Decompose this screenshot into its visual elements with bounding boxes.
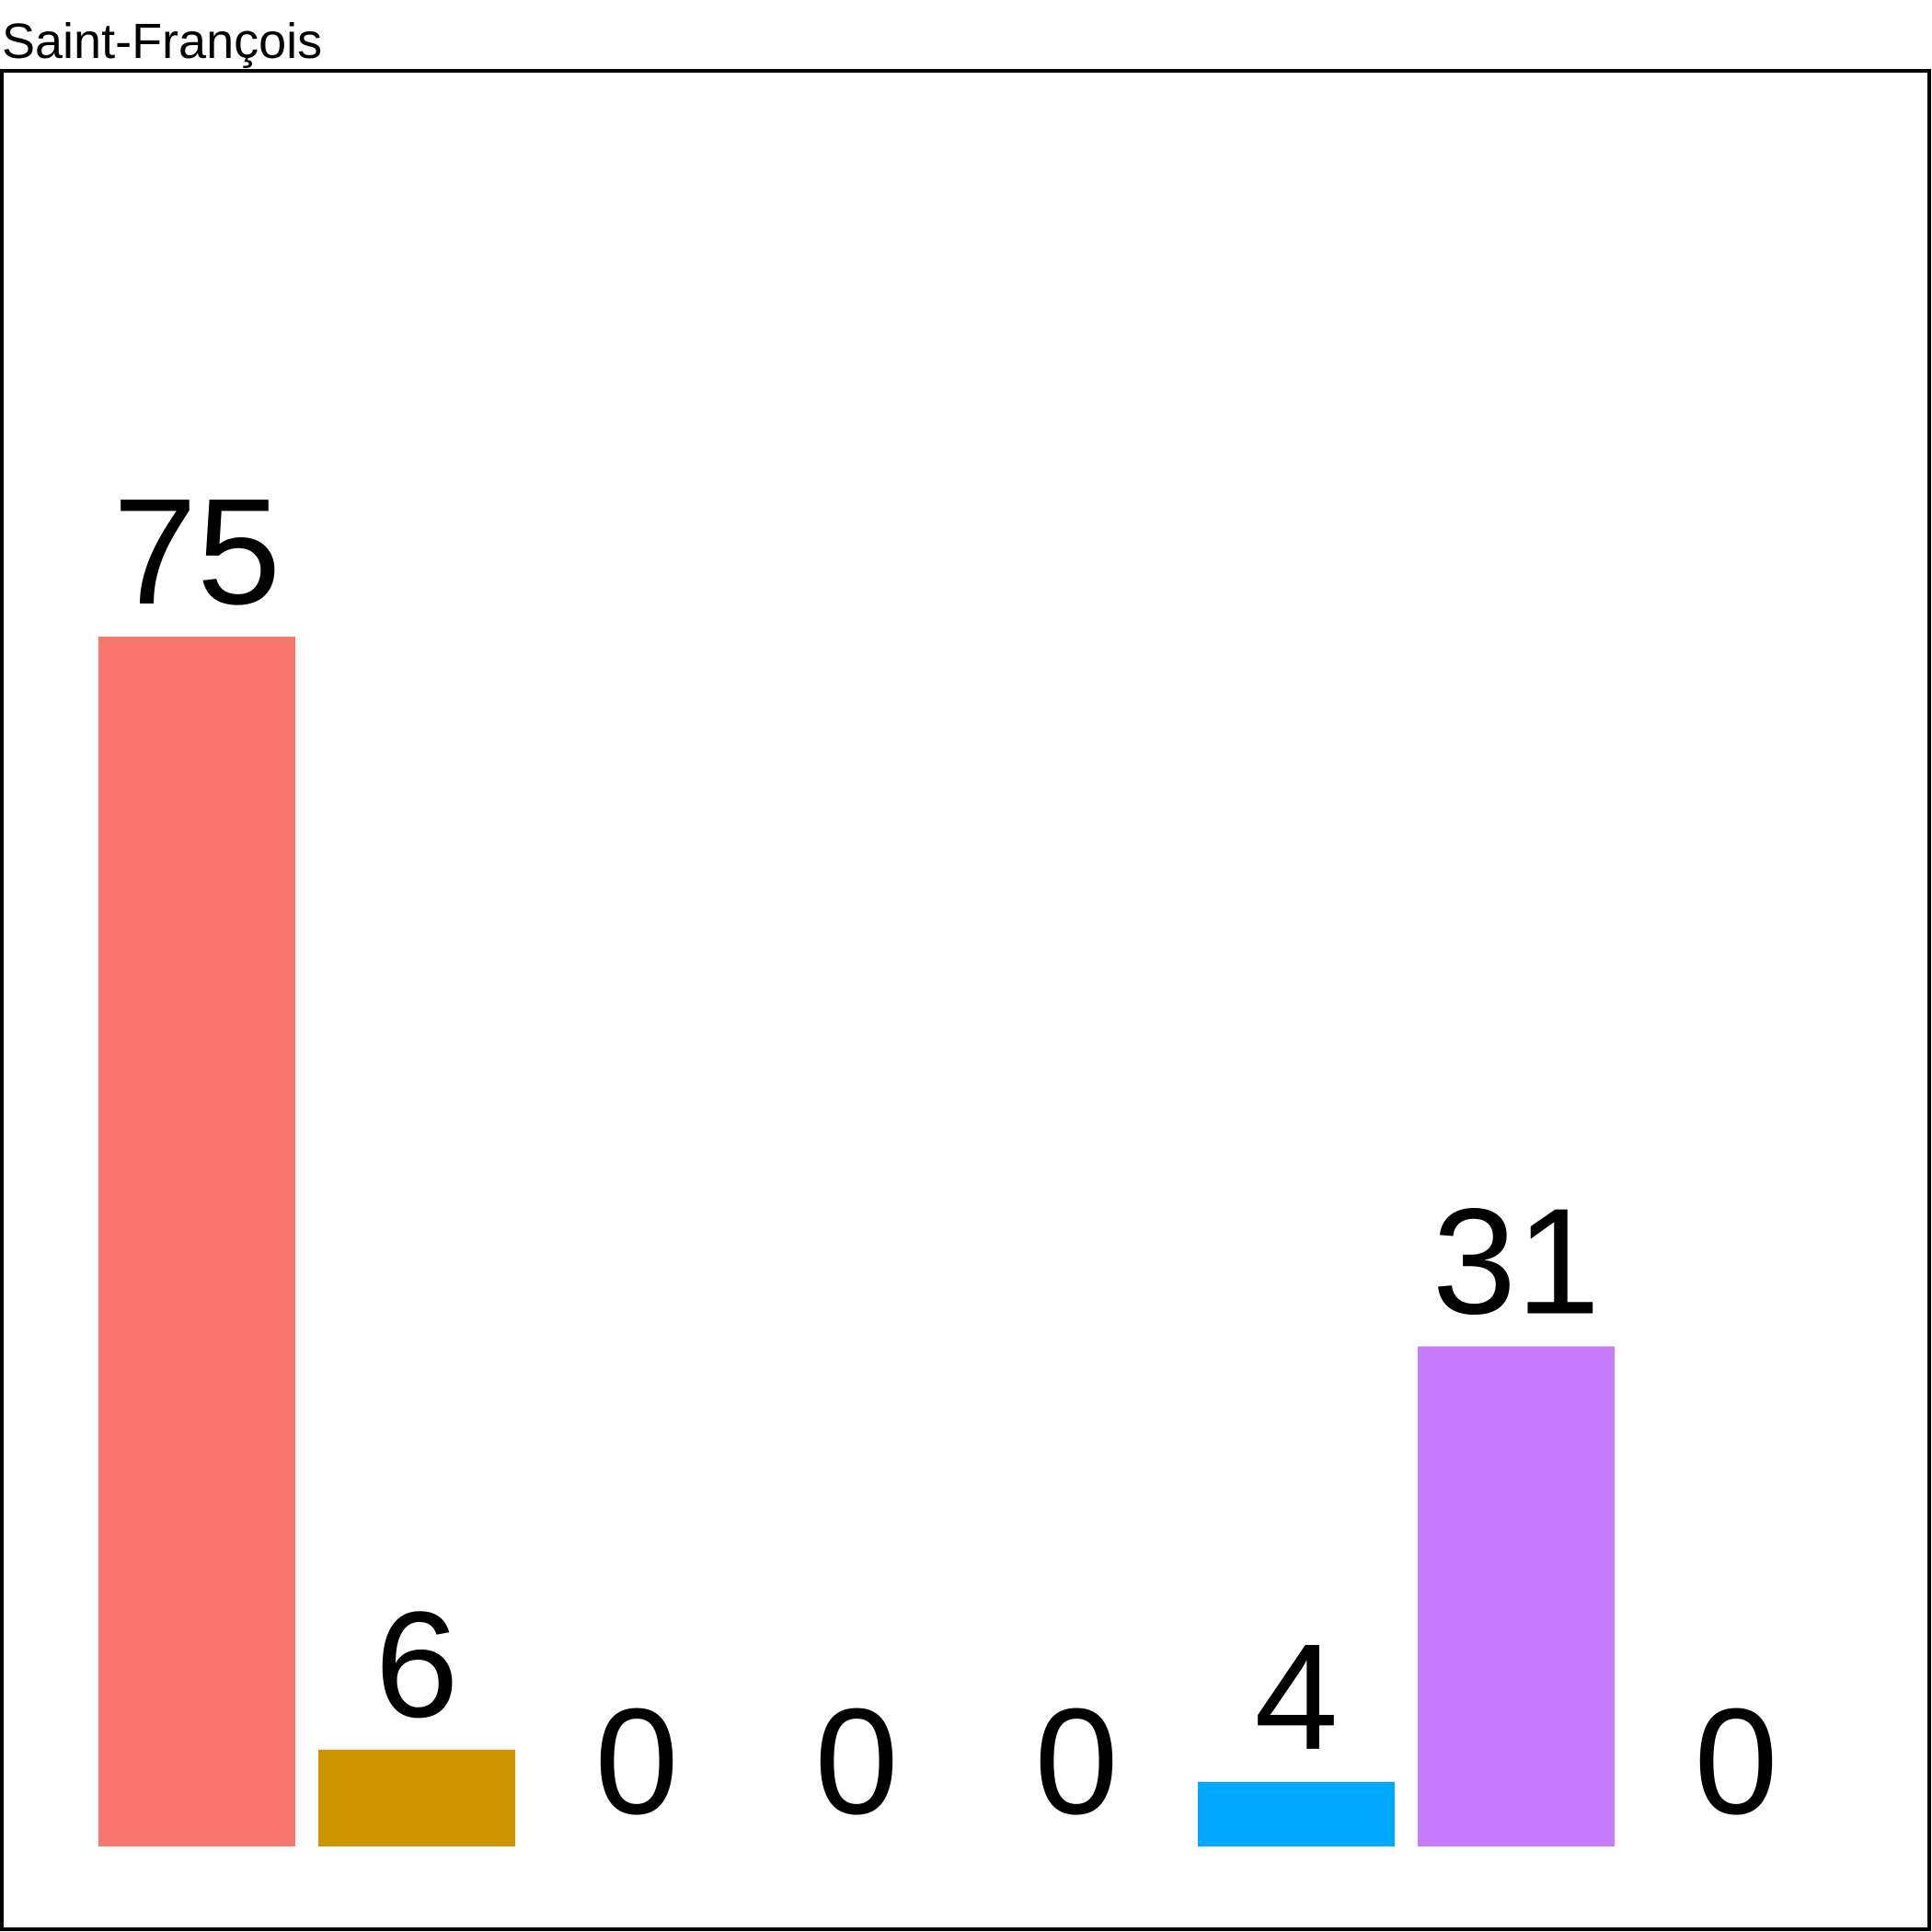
bar	[98, 637, 295, 1846]
value-label: 31	[1432, 1177, 1600, 1345]
value-label: 0	[814, 1677, 898, 1846]
value-label: 75	[113, 467, 281, 636]
value-label: 0	[594, 1677, 678, 1846]
bar	[1198, 1781, 1395, 1846]
value-label: 4	[1254, 1613, 1338, 1781]
chart-title: Saint-François	[2, 14, 322, 69]
bar	[318, 1749, 515, 1846]
value-label: 0	[1034, 1677, 1118, 1846]
value-label: 0	[1694, 1677, 1777, 1846]
bar	[1418, 1346, 1615, 1846]
value-label: 6	[374, 1581, 458, 1749]
